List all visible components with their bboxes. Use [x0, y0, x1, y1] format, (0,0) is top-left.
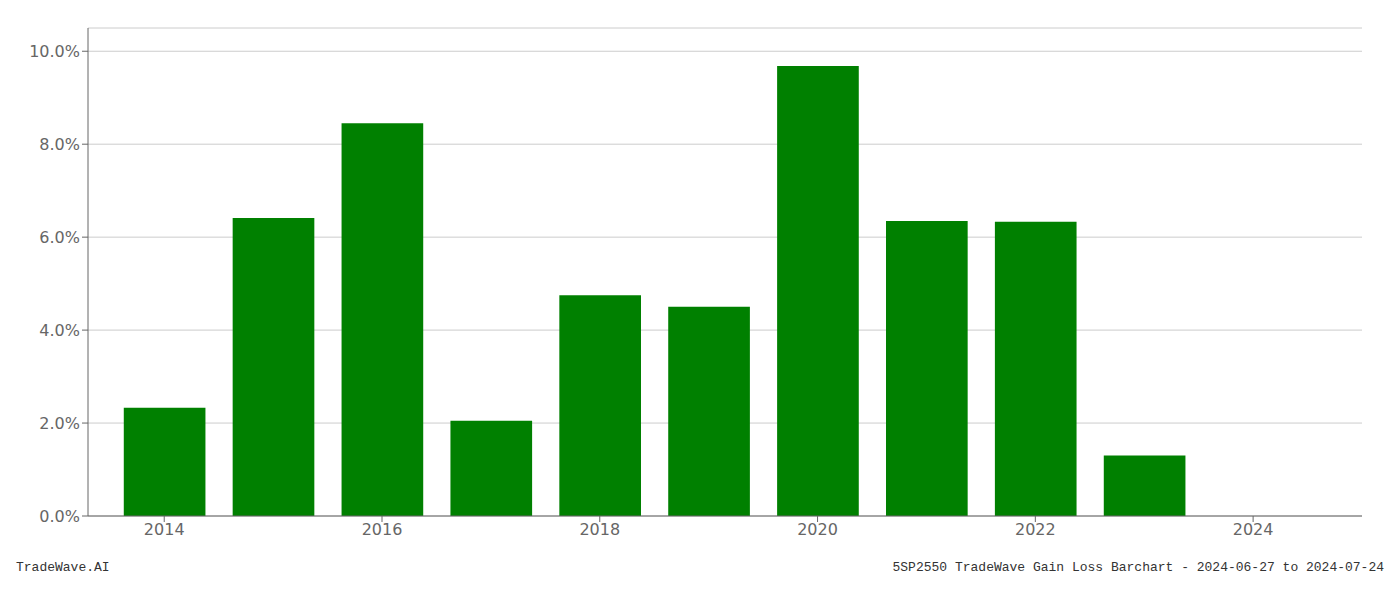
html-text:5SP2550 TradeWave Gain Loss Ba: 5SP2550 TradeWave Gain Loss Barchart - 2…	[892, 560, 1384, 575]
svg-text:2014: 2014	[144, 520, 185, 539]
svg-text:8.0%: 8.0%	[39, 135, 80, 154]
svg-text:10.0%: 10.0%	[29, 42, 80, 61]
svg-text:6.0%: 6.0%	[39, 228, 80, 247]
svg-text:2.0%: 2.0%	[39, 414, 80, 433]
svg-text:0.0%: 0.0%	[39, 507, 80, 526]
svg-text:2022: 2022	[1015, 520, 1056, 539]
svg-text:2020: 2020	[797, 520, 838, 539]
svg-text:2018: 2018	[579, 520, 620, 539]
html-text:TradeWave.AI: TradeWave.AI	[16, 560, 110, 575]
svg-text:2024: 2024	[1233, 520, 1274, 539]
svg-text:2016: 2016	[362, 520, 403, 539]
svg-text:4.0%: 4.0%	[39, 321, 80, 340]
